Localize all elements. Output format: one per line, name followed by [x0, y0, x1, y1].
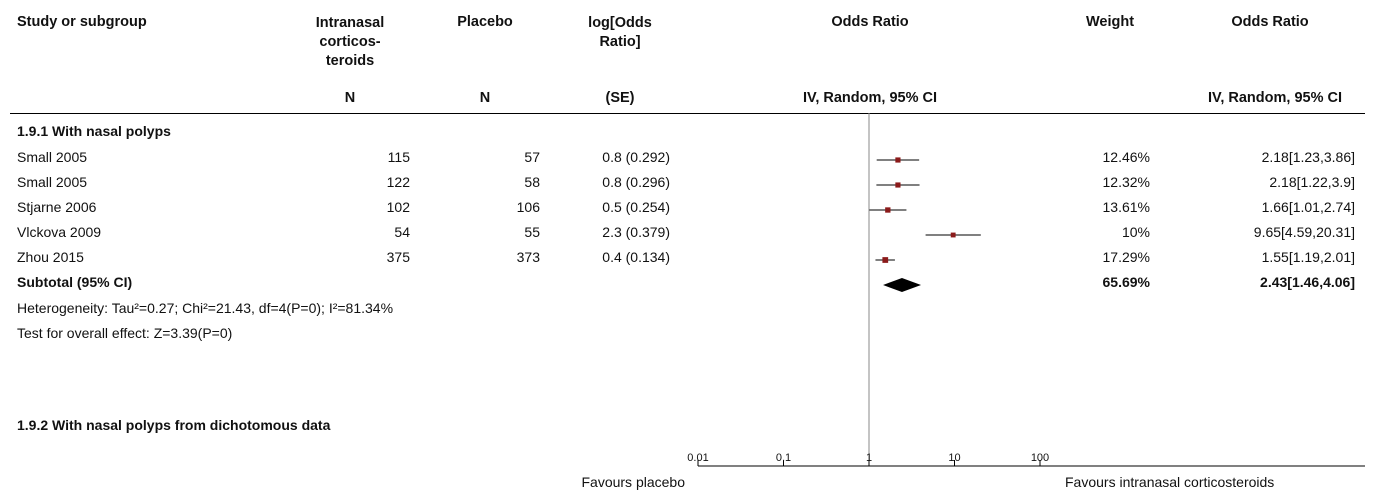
study-point-marker: [950, 232, 956, 238]
intervention-n: 375: [386, 249, 410, 265]
intervention-n: 102: [386, 199, 410, 215]
favours-right-label: Favours intranasal corticosteroids: [1065, 474, 1275, 490]
intervention-n: 54: [394, 224, 410, 240]
control-n: 58: [524, 174, 540, 190]
control-n: 373: [516, 249, 540, 265]
header-study: Study or subgroup: [17, 14, 147, 30]
header-odds-ratio-ci: Odds Ratio: [1231, 14, 1309, 30]
subtotal-diamond: [883, 278, 922, 292]
group-title: 1.9.1 With nasal polyps: [17, 123, 171, 139]
subheader-se: (SE): [605, 90, 635, 106]
log-odds-se: 0.4 (0.134): [602, 249, 670, 265]
header-control: Placebo: [457, 14, 513, 30]
study-name: Stjarne 2006: [17, 199, 97, 215]
heterogeneity-text: Heterogeneity: Tau²=0.27; Chi²=21.43, df…: [17, 300, 394, 316]
study-weight: 12.46%: [1102, 149, 1150, 165]
log-odds-se: 0.8 (0.292): [602, 149, 670, 165]
subheader-intervention-n: N: [344, 90, 356, 106]
subtotal-weight: 65.69%: [1102, 274, 1150, 290]
header-log-odds-line2: Ratio]: [599, 34, 641, 50]
x-tick-label: 100: [1031, 452, 1049, 464]
study-odds-ratio-ci: 1.55[1.19,2.01]: [1261, 249, 1355, 265]
x-tick-label: 0.01: [687, 452, 708, 464]
study-point-marker: [885, 207, 891, 213]
favours-left-label: Favours placebo: [581, 474, 685, 490]
study-odds-ratio-ci: 9.65[4.59,20.31]: [1253, 224, 1355, 240]
subtotal-label: Subtotal (95% CI): [17, 274, 133, 290]
study-weight: 13.61%: [1102, 199, 1150, 215]
header-intervention-line2: corticos-: [319, 34, 381, 50]
log-odds-se: 0.8 (0.296): [602, 174, 670, 190]
header-divider: [10, 113, 1365, 114]
subheader-plot-method: IV, Random, 95% CI: [802, 90, 938, 106]
control-n: 106: [516, 199, 540, 215]
study-point-marker: [895, 157, 901, 163]
header-odds-ratio-plot: Odds Ratio: [831, 14, 909, 30]
control-n: 55: [524, 224, 540, 240]
header-intervention-line3: teroids: [325, 53, 375, 69]
subheader-control-n: N: [479, 90, 491, 106]
study-weight: 12.32%: [1102, 174, 1150, 190]
group-title-2: 1.9.2 With nasal polyps from dichotomous…: [17, 417, 331, 433]
control-n: 57: [524, 149, 540, 165]
header-intervention: Intranasal corticos- teroids: [300, 14, 400, 71]
study-odds-ratio-ci: 2.18[1.23,3.86]: [1261, 149, 1355, 165]
intervention-n: 115: [387, 149, 410, 165]
subtotal-odds-ratio-ci: 2.43[1.46,4.06]: [1260, 274, 1355, 290]
log-odds-se: 0.5 (0.254): [602, 199, 670, 215]
header-log-odds-line1: log[Odds: [588, 15, 652, 31]
x-tick-label: 0.1: [776, 452, 791, 464]
study-point-marker: [882, 257, 889, 263]
intervention-n: 122: [386, 174, 410, 190]
study-odds-ratio-ci: 1.66[1.01,2.74]: [1261, 199, 1355, 215]
study-name: Zhou 2015: [17, 249, 84, 265]
log-odds-se: 2.3 (0.379): [602, 224, 670, 240]
study-name: Small 2005: [17, 149, 88, 165]
subheader-ci-method: IV, Random, 95% CI: [1207, 90, 1343, 106]
study-point-marker: [895, 182, 901, 188]
x-tick-label: 1: [866, 452, 872, 464]
header-log-odds: log[Odds Ratio]: [570, 14, 670, 52]
study-name: Vlckova 2009: [17, 224, 102, 240]
header-weight: Weight: [1085, 14, 1135, 30]
study-weight: 10%: [1121, 224, 1150, 240]
header-intervention-line1: Intranasal: [315, 15, 385, 31]
x-tick-label: 10: [948, 452, 960, 464]
study-weight: 17.29%: [1102, 249, 1150, 265]
study-odds-ratio-ci: 2.18[1.22,3.9]: [1269, 174, 1355, 190]
study-name: Small 2005: [17, 174, 88, 190]
overall-effect-text: Test for overall effect: Z=3.39(P=0): [17, 325, 233, 341]
